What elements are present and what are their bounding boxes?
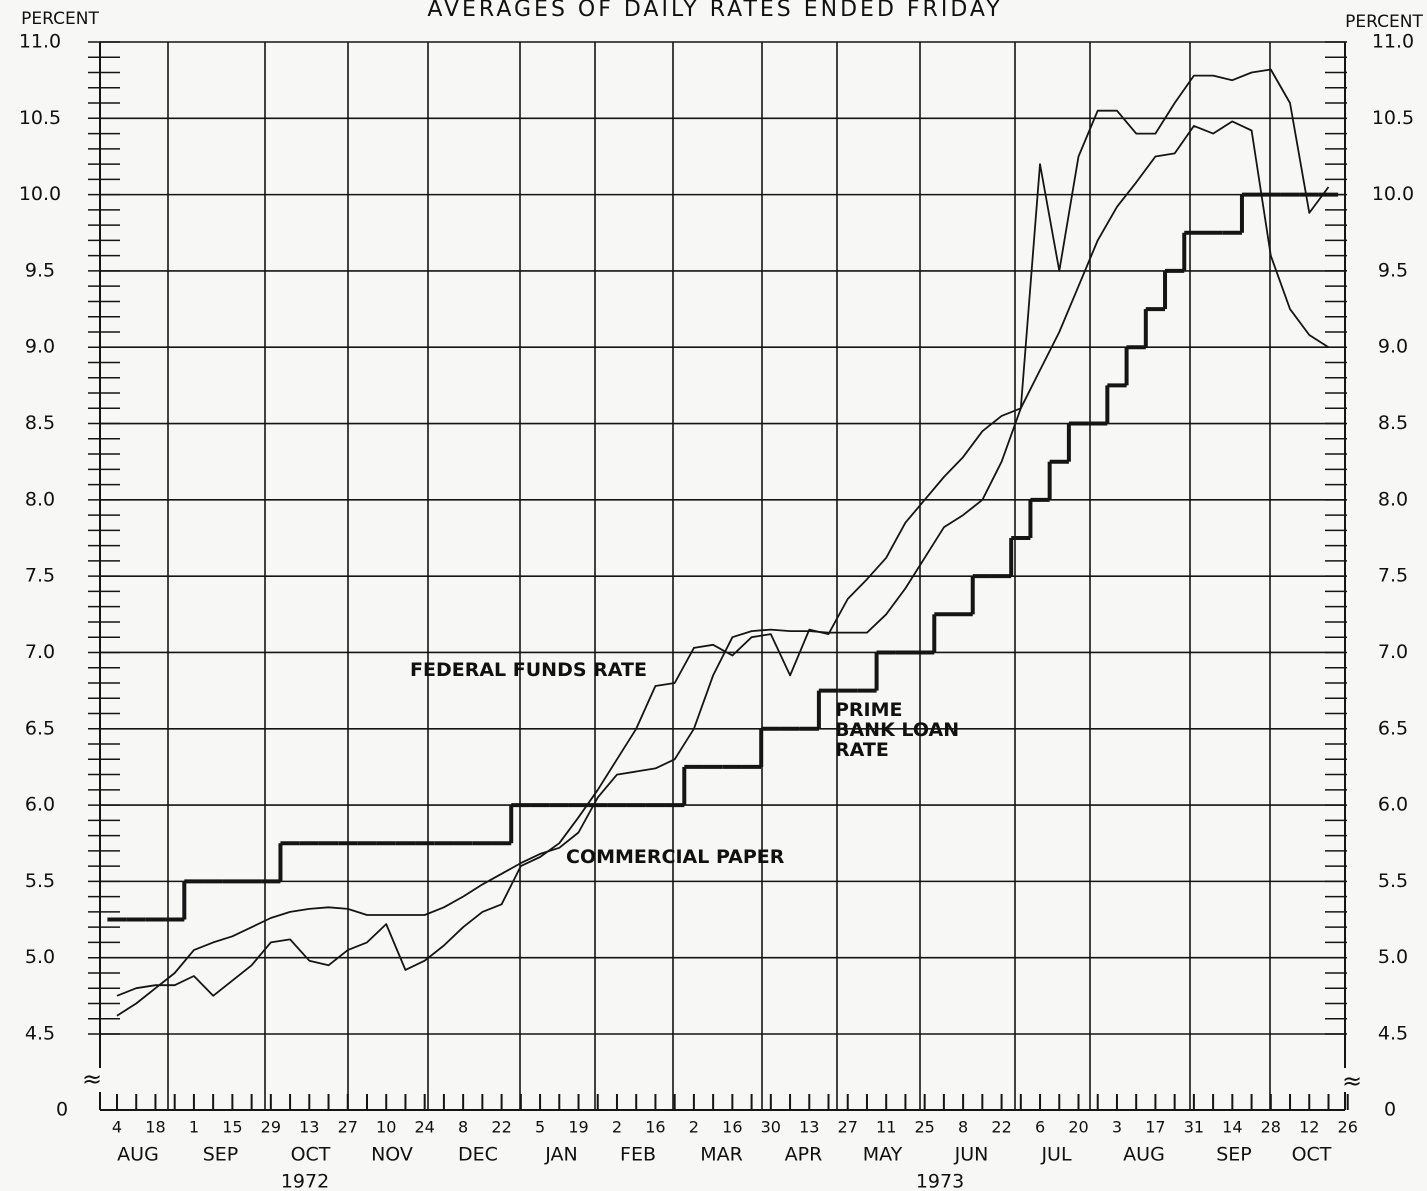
x-tick-label: 8 (958, 1118, 968, 1137)
x-tick-label: 24 (415, 1118, 435, 1137)
x-tick-label: 17 (1145, 1118, 1165, 1137)
y-zero-label: 0 (56, 1099, 68, 1121)
y-tick-label-right: 9.5 (1378, 259, 1408, 281)
month-label: SEP (1216, 1144, 1252, 1166)
y-tick-label-right: 9.0 (1378, 336, 1408, 358)
x-tick-label: 5 (535, 1118, 545, 1137)
y-tick-label: 6.0 (25, 794, 55, 816)
x-tick-label: 18 (145, 1118, 165, 1137)
y-tick-label-right: 6.5 (1378, 717, 1408, 739)
x-tick-label: 16 (722, 1118, 742, 1137)
y-tick-label: 10.0 (19, 183, 61, 205)
month-label: AUG (1123, 1144, 1165, 1166)
x-tick-label: 27 (838, 1118, 858, 1137)
x-tick-label: 30 (761, 1118, 781, 1137)
y-tick-label-right: 11.0 (1372, 31, 1414, 53)
y-tick-label: 8.0 (25, 488, 55, 510)
year-label: 1972 (281, 1171, 329, 1191)
axis-break: ≈ (82, 1065, 102, 1093)
x-tick-label: 15 (222, 1118, 242, 1137)
y-tick-label-right: 7.5 (1378, 565, 1408, 587)
x-tick-label: 2 (612, 1118, 622, 1137)
x-tick-label: 25 (914, 1118, 934, 1137)
x-tick-label: 31 (1184, 1118, 1204, 1137)
y-tick-label-right: 10.0 (1372, 183, 1414, 205)
y-tick-label-right: 7.0 (1378, 641, 1408, 663)
x-tick-label: 8 (458, 1118, 468, 1137)
x-tick-label: 3 (1112, 1118, 1122, 1137)
x-tick-label: 20 (1068, 1118, 1088, 1137)
y-tick-label-right: 5.5 (1378, 870, 1408, 892)
y-tick-label: 6.5 (25, 717, 55, 739)
x-tick-label: 27 (338, 1118, 358, 1137)
x-tick-label: 10 (376, 1118, 396, 1137)
y-tick-label: 4.5 (25, 1023, 55, 1045)
month-label: OCT (1292, 1144, 1332, 1166)
y-tick-label: 7.5 (25, 565, 55, 587)
y-tick-label: 11.0 (19, 31, 61, 53)
x-tick-label: 1 (189, 1118, 199, 1137)
month-label: DEC (458, 1144, 498, 1166)
x-tick-label: 22 (991, 1118, 1011, 1137)
x-tick-label: 4 (112, 1118, 122, 1137)
x-tick-label: 6 (1035, 1118, 1045, 1137)
x-tick-label: 11 (876, 1118, 896, 1137)
month-label: MAY (863, 1144, 903, 1166)
month-label: FEB (620, 1144, 656, 1166)
series-line (116, 68, 1330, 997)
y-tick-label-right: 4.5 (1378, 1023, 1408, 1045)
y-tick-label: 5.0 (25, 946, 55, 968)
y-axis-label: PERCENT (21, 9, 99, 29)
month-label: APR (785, 1144, 823, 1166)
series-label: PRIME BANK LOAN RATE (835, 699, 960, 761)
y-tick-label: 10.5 (19, 107, 61, 129)
x-tick-label: 19 (568, 1118, 588, 1137)
x-tick-label: 28 (1261, 1118, 1281, 1137)
x-tick-label: 26 (1338, 1118, 1358, 1137)
y-tick-label: 8.5 (25, 412, 55, 434)
y-tick-label: 5.5 (25, 870, 55, 892)
series-label: COMMERCIAL PAPER (566, 846, 785, 868)
series-line (116, 120, 1329, 1017)
y-zero-label-right: 0 (1384, 1099, 1396, 1121)
month-label: JUN (954, 1144, 989, 1166)
month-label: OCT (291, 1144, 331, 1166)
x-tick-label: 13 (299, 1118, 319, 1137)
month-label: SEP (203, 1144, 239, 1166)
month-label: NOV (371, 1144, 413, 1166)
y-tick-label: 7.0 (25, 641, 55, 663)
x-tick-label: 22 (491, 1118, 511, 1137)
axis-break: ≈ (1342, 1067, 1362, 1095)
y-tick-label-right: 6.0 (1378, 794, 1408, 816)
month-label: JAN (544, 1144, 577, 1166)
x-tick-label: 12 (1299, 1118, 1319, 1137)
y-tick-label-right: 8.0 (1378, 488, 1408, 510)
month-label: JUL (1040, 1144, 1072, 1166)
x-tick-label: 16 (645, 1118, 665, 1137)
x-tick-label: 14 (1222, 1118, 1242, 1137)
month-label: MAR (700, 1144, 743, 1166)
y-tick-label: 9.0 (25, 336, 55, 358)
series-label: FEDERAL FUNDS RATE (410, 659, 647, 681)
x-tick-label: 29 (261, 1118, 281, 1137)
year-label: 1973 (916, 1171, 964, 1191)
month-label: AUG (117, 1144, 159, 1166)
x-tick-label: 13 (799, 1118, 819, 1137)
y-tick-label-right: 5.0 (1378, 946, 1408, 968)
chart-title: AVERAGES OF DAILY RATES ENDED FRIDAY (427, 0, 1002, 22)
y-tick-label-right: 10.5 (1372, 107, 1414, 129)
y-tick-label-right: 8.5 (1378, 412, 1408, 434)
y-tick-label: 9.5 (25, 259, 55, 281)
x-tick-label: 2 (689, 1118, 699, 1137)
y-axis-label-right: PERCENT (1345, 12, 1423, 32)
